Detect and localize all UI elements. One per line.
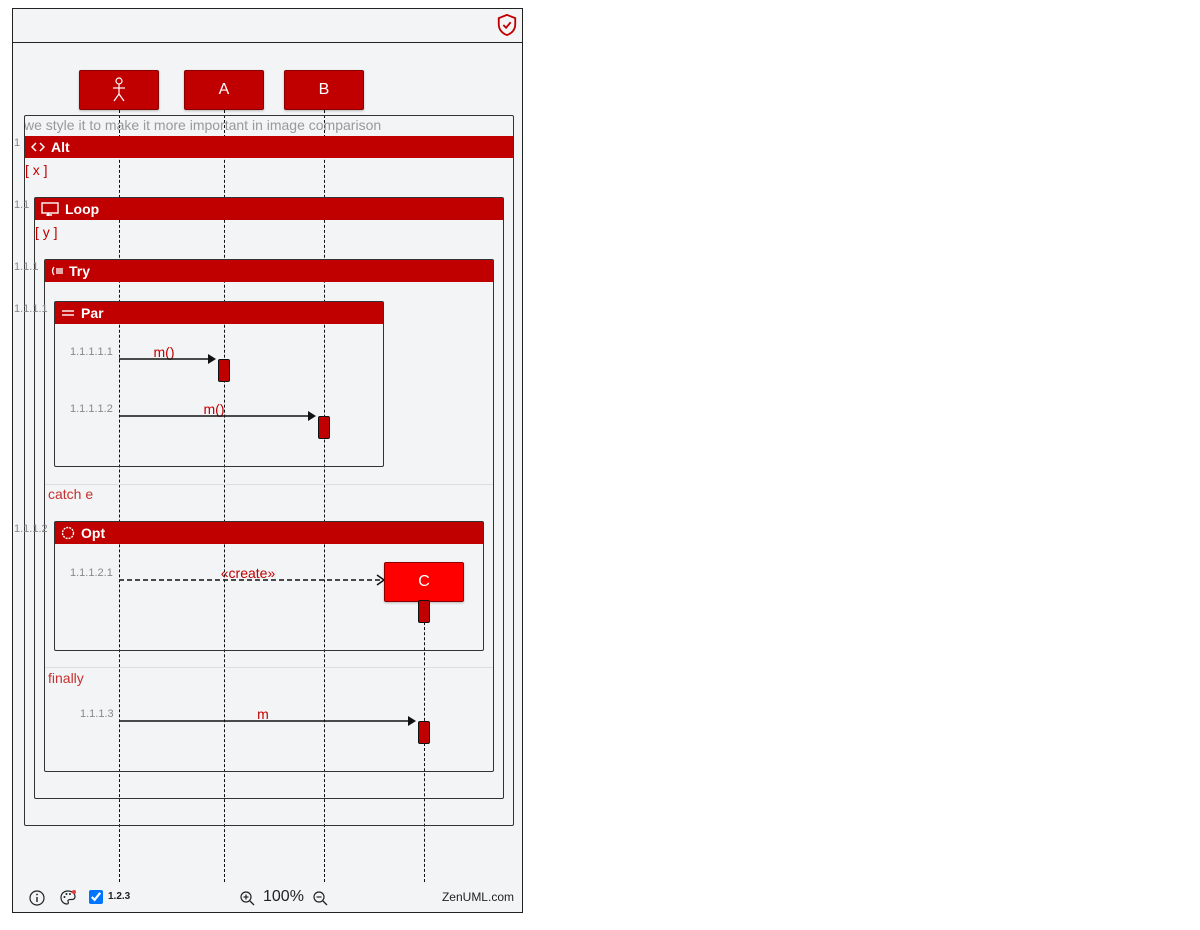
fragment-try-seq: 1.1.1 xyxy=(14,261,39,273)
try-catch-label: catch e xyxy=(48,486,94,502)
numbering-label: 1.2.3 xyxy=(108,891,131,902)
par-icon xyxy=(62,310,74,316)
message-label[interactable]: m() xyxy=(153,344,175,360)
lifeline-b xyxy=(324,110,325,882)
fragment-try[interactable] xyxy=(44,259,494,772)
fragment-par-title: Par xyxy=(81,305,104,321)
participant-a-label: A xyxy=(218,81,230,98)
zoom-level: 100% xyxy=(263,888,304,905)
loop-icon xyxy=(41,202,59,216)
fragment-try-title: Try xyxy=(69,263,91,279)
activation-bar xyxy=(418,600,430,623)
top-toolbar xyxy=(13,9,522,43)
alt-icon xyxy=(31,142,45,152)
message-arrow xyxy=(119,354,216,364)
fragment-opt-seq: 1.1.1.2 xyxy=(14,523,48,535)
message-seq: 1.1.1.1.2 xyxy=(70,403,113,415)
lifeline-a xyxy=(224,110,225,882)
fragment-alt-condition: [ x ] xyxy=(25,162,48,178)
fragment-alt-title: Alt xyxy=(51,139,70,155)
message-label[interactable]: m() xyxy=(203,401,225,417)
try-catch-divider xyxy=(45,484,493,485)
message-seq: 1.1.1.3 xyxy=(80,708,114,720)
message-arrow xyxy=(119,411,316,421)
fragment-par-seq: 1.1.1.1 xyxy=(14,303,48,315)
footer-toolbar: 1.2.3 100% ZenUML.com xyxy=(13,884,522,912)
zoom-out-icon[interactable] xyxy=(313,891,328,906)
try-icon xyxy=(51,266,63,276)
shield-check-icon[interactable] xyxy=(496,13,518,37)
info-icon[interactable] xyxy=(29,890,45,906)
message-label[interactable]: m xyxy=(257,706,269,722)
fragment-par[interactable] xyxy=(54,301,384,467)
participant-b-label: B xyxy=(318,81,330,98)
activation-bar xyxy=(418,721,430,744)
fragment-alt[interactable] xyxy=(24,115,514,826)
fragment-opt[interactable] xyxy=(54,521,484,651)
fragment-loop-condition: [ y ] xyxy=(35,224,58,240)
fragment-try-header: Try xyxy=(45,260,493,282)
activation-bar xyxy=(218,359,230,382)
message-seq: 1.1.1.1.1 xyxy=(70,346,113,358)
fragment-opt-header: Opt xyxy=(55,522,483,544)
fragment-opt-title: Opt xyxy=(81,525,106,541)
create-message-arrow xyxy=(119,574,386,586)
message-seq: 1.1.1.2.1 xyxy=(70,567,113,579)
fragment-loop[interactable] xyxy=(34,197,504,799)
participant-c[interactable]: C xyxy=(384,562,464,602)
try-finally-label: finally xyxy=(48,670,84,686)
fragment-alt-header: Alt xyxy=(25,136,513,158)
brand-link[interactable]: ZenUML.com xyxy=(441,890,514,904)
diagram-comment: we style it to make it more important in… xyxy=(24,117,382,133)
participant-a[interactable]: A xyxy=(184,70,264,110)
fragment-loop-title: Loop xyxy=(65,201,100,217)
stick-figure-icon xyxy=(113,77,125,102)
participant-b[interactable]: B xyxy=(284,70,364,110)
fragment-loop-header: Loop xyxy=(35,198,503,220)
zoom-in-icon[interactable] xyxy=(240,891,255,906)
fragment-alt-seq: 1 xyxy=(14,137,21,149)
fragment-par-header: Par xyxy=(55,302,383,324)
try-finally-divider xyxy=(45,667,493,668)
palette-icon[interactable] xyxy=(59,889,77,907)
participant-c-label: C xyxy=(418,573,430,590)
message-arrow xyxy=(119,716,416,726)
message-label[interactable]: «create» xyxy=(220,565,276,581)
lifeline-actor xyxy=(119,110,120,882)
numbering-checkbox[interactable] xyxy=(89,890,103,904)
participant-actor[interactable] xyxy=(79,70,159,110)
fragment-loop-seq: 1.1 xyxy=(14,199,30,211)
activation-bar xyxy=(318,416,330,439)
opt-icon xyxy=(61,526,75,540)
diagram-frame xyxy=(12,8,523,913)
